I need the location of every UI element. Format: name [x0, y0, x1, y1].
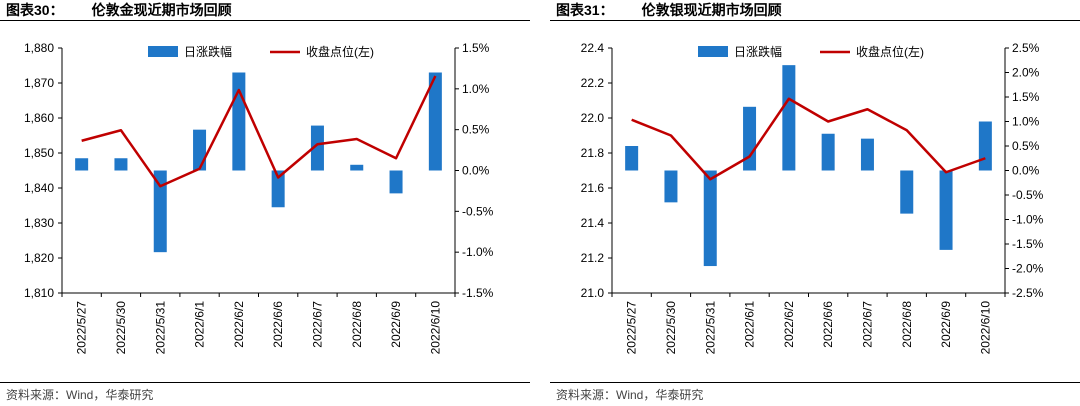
right-tick-label: -1.5% — [1012, 237, 1044, 251]
bar — [232, 72, 246, 171]
right-tick-label: 0.5% — [1012, 139, 1040, 153]
silver-combo-chart: 21.0 21.2 21.4 21.6 21.8 22.0 22.2 22.4 -2.5% -2.… — [581, 41, 1044, 355]
chart-title: 图表30： 伦敦金现近期市场回顾 — [6, 0, 232, 20]
source-rule — [550, 382, 1080, 383]
right-tick-label: 1.5% — [462, 41, 490, 55]
legend-bar-swatch — [148, 46, 178, 57]
x-tick-label: 2022/6/2 — [782, 301, 796, 348]
bar — [860, 138, 874, 171]
bar — [703, 170, 717, 267]
left-tick-label: 22.4 — [581, 41, 605, 55]
left-tick-label: 1,820 — [24, 251, 54, 265]
title-rule — [550, 20, 1080, 21]
x-tick-label: 2022/6/10 — [978, 301, 992, 355]
bar — [114, 158, 128, 171]
gold-combo-chart: 1,810 1,820 1,830 1,840 1,850 1,860 1,870 1,880… — [24, 41, 494, 355]
left-tick-label: 21.8 — [581, 146, 605, 160]
right-tick-label: -2.5% — [1012, 286, 1044, 300]
right-tick-label: -1.0% — [462, 245, 494, 259]
x-tick-label: 2022/5/31 — [153, 301, 167, 355]
bar — [743, 106, 757, 171]
x-tick-label: 2022/6/1 — [193, 301, 207, 348]
x-tick-label: 2022/6/7 — [860, 301, 874, 348]
close-price-line — [631, 97, 986, 181]
x-tick-label: 2022/6/8 — [900, 301, 914, 348]
source-rule — [0, 382, 530, 383]
silver-chart-panel: 图表31： 伦敦银现近期市场回顾 21.0 21.2 21.4 21.6 21.8 22.0… — [550, 0, 1080, 406]
figure-name: 伦敦银现近期市场回顾 — [641, 2, 782, 18]
x-tick-label: 2022/5/27 — [625, 301, 639, 355]
bar — [978, 121, 992, 171]
bar — [821, 133, 835, 171]
legend-line-label: 收盘点位(左) — [306, 44, 374, 59]
left-tick-label: 21.0 — [581, 286, 605, 300]
bar — [900, 170, 914, 214]
right-tick-label: 0.0% — [1012, 164, 1040, 178]
left-tick-label: 22.2 — [581, 76, 605, 90]
right-tick-label: 1.5% — [1012, 90, 1040, 104]
right-tick-label: -0.5% — [1012, 188, 1044, 202]
chart-title: 图表31： 伦敦银现近期市场回顾 — [556, 0, 782, 20]
right-tick-label: -1.0% — [1012, 213, 1044, 227]
bar — [75, 158, 89, 171]
left-tick-label: 1,840 — [24, 181, 54, 195]
legend-bar-label: 日涨跌幅 — [184, 44, 232, 59]
left-tick-label: 1,860 — [24, 111, 54, 125]
left-tick-label: 1,870 — [24, 76, 54, 90]
x-tick-label: 2022/5/30 — [664, 301, 678, 355]
bar — [782, 65, 796, 171]
figure-label: 图表31： — [556, 2, 614, 18]
right-tick-label: 0.5% — [462, 123, 490, 137]
source-note: 资料来源：Wind，华泰研究 — [556, 388, 704, 402]
left-tick-label: 21.6 — [581, 181, 605, 195]
right-tick-label: 2.5% — [1012, 41, 1040, 55]
x-tick-label: 2022/6/10 — [428, 301, 442, 355]
title-rule — [0, 20, 530, 21]
right-tick-label: -1.5% — [462, 286, 494, 300]
right-tick-label: -0.5% — [462, 204, 494, 218]
bar — [428, 72, 442, 171]
bar — [625, 146, 639, 171]
left-tick-label: 21.4 — [581, 216, 605, 230]
left-tick-label: 1,810 — [24, 286, 54, 300]
figure-label: 图表30： — [6, 2, 64, 18]
right-tick-label: 0.0% — [462, 164, 490, 178]
bar — [664, 170, 678, 203]
x-tick-label: 2022/5/30 — [114, 301, 128, 355]
close-price-line — [81, 75, 437, 188]
legend-bar-label: 日涨跌幅 — [734, 44, 782, 59]
left-tick-label: 22.0 — [581, 111, 605, 125]
x-tick-label: 2022/6/9 — [939, 301, 953, 348]
x-tick-label: 2022/6/6 — [271, 301, 285, 348]
x-tick-label: 2022/6/7 — [310, 301, 324, 348]
bar — [271, 170, 285, 208]
left-tick-label: 1,880 — [24, 41, 54, 55]
x-tick-label: 2022/6/8 — [350, 301, 364, 348]
figure-name: 伦敦金现近期市场回顾 — [91, 2, 232, 18]
right-tick-label: 2.0% — [1012, 66, 1040, 80]
source-note: 资料来源：Wind，华泰研究 — [6, 388, 154, 402]
legend-line-label: 收盘点位(左) — [856, 44, 924, 59]
bar — [193, 129, 207, 171]
x-tick-label: 2022/6/6 — [821, 301, 835, 348]
x-tick-label: 2022/6/2 — [232, 301, 246, 348]
bar — [310, 125, 324, 171]
right-tick-label: -2.0% — [1012, 262, 1044, 276]
left-tick-label: 21.2 — [581, 251, 605, 265]
bar — [350, 164, 364, 171]
legend-bar-swatch — [698, 46, 728, 57]
bar — [153, 170, 167, 253]
right-tick-label: 1.0% — [462, 82, 490, 96]
x-tick-label: 2022/6/1 — [743, 301, 757, 348]
x-tick-label: 2022/6/9 — [389, 301, 403, 348]
bar — [389, 170, 403, 194]
left-tick-label: 1,850 — [24, 146, 54, 160]
gold-chart-panel: 图表30： 伦敦金现近期市场回顾 1,810 1,820 1,830 1,840 1,85… — [0, 0, 530, 406]
bar — [939, 170, 953, 250]
x-tick-label: 2022/5/31 — [703, 301, 717, 355]
x-tick-label: 2022/5/27 — [75, 301, 89, 355]
right-tick-label: 1.0% — [1012, 115, 1040, 129]
left-tick-label: 1,830 — [24, 216, 54, 230]
